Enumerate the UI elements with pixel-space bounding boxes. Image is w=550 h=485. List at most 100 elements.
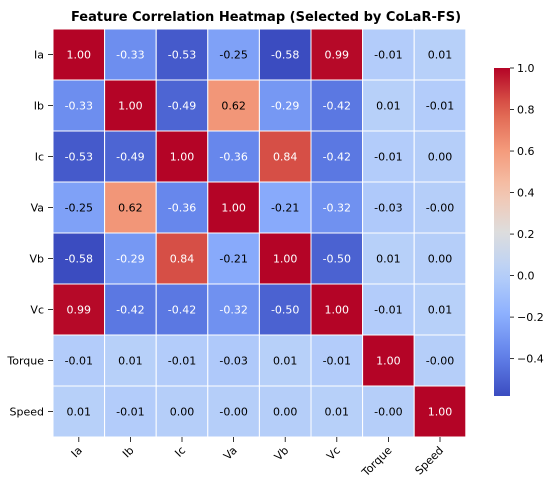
heatmap-cell-label: 0.01	[273, 355, 298, 368]
heatmap-cell-label: 0.84	[273, 151, 298, 164]
heatmap-cell	[310, 28, 364, 81]
heatmap-cell-label: 0.62	[221, 100, 246, 113]
heatmap-cell	[104, 28, 157, 81]
heatmap-cell-label: 0.01	[428, 49, 453, 62]
colorbar-tick-label: 0.0	[517, 270, 535, 283]
x-tick-label: Ia	[69, 444, 85, 460]
heatmap-cell	[258, 181, 312, 234]
heatmap-cell-label: -0.00	[374, 406, 402, 419]
heatmap-cell-label: -0.29	[116, 253, 144, 266]
heatmap-cell-label: -0.01	[323, 355, 351, 368]
colorbar: 1.0 0.8 0.6 0.4 0.2 0.0 −0.2 −0.4	[494, 62, 544, 396]
heatmap-cell	[104, 334, 157, 387]
heatmap-cell-label: 1.00	[67, 49, 92, 62]
heatmap-cell	[207, 79, 260, 132]
colorbar-tick-label: −0.4	[517, 353, 544, 366]
heatmap-cell-label: -0.58	[271, 49, 299, 62]
heatmap-cell-label: -0.01	[374, 304, 402, 317]
heatmap-cell-label: 0.62	[118, 202, 143, 215]
heatmap-cell-label: 1.00	[428, 406, 453, 419]
heatmap-cell-label: -0.42	[116, 304, 144, 317]
heatmap-cell-label: -0.25	[219, 49, 247, 62]
heatmap-cell-label: 0.00	[428, 151, 453, 164]
heatmap-cell	[362, 334, 415, 387]
y-tick-label: Speed	[10, 406, 44, 419]
y-axis-labels: Ia Ib Ic Va Vb Vc Torque Speed	[6, 49, 53, 419]
x-tick-label: Torque	[359, 444, 395, 480]
heatmap-cell	[155, 181, 209, 234]
heatmap-cell-label: -0.53	[168, 49, 196, 62]
heatmap-cell	[310, 334, 364, 387]
heatmap-cell	[155, 334, 209, 387]
heatmap-cell-label: -0.21	[219, 253, 247, 266]
heatmap-cell	[207, 130, 260, 183]
heatmap-cell	[52, 181, 106, 234]
heatmap-cell	[310, 283, 364, 336]
y-tick-label: Ic	[35, 151, 44, 164]
y-tick-label: Ib	[34, 100, 44, 113]
heatmap-cell	[413, 79, 467, 132]
heatmap-cell	[155, 130, 209, 183]
heatmap-cell-label: -0.42	[168, 304, 196, 317]
heatmap-cell	[155, 283, 209, 336]
heatmap-cell	[52, 334, 106, 387]
heatmap-cell	[258, 283, 312, 336]
heatmap-cell-label: 0.00	[428, 253, 453, 266]
y-tick-label: Vc	[30, 304, 44, 317]
heatmap-cell	[362, 181, 415, 234]
x-axis-labels: Ia Ib Ic Va Vb Vc Torque Speed	[69, 437, 446, 480]
heatmap-cell-label: -0.01	[374, 49, 402, 62]
heatmap-cell	[155, 28, 209, 81]
heatmap-cell	[155, 385, 209, 438]
heatmap-cell-label: 0.00	[170, 406, 195, 419]
colorbar-tick-label: 1.0	[517, 62, 535, 75]
heatmap-cell-label: 0.01	[325, 406, 350, 419]
heatmap-cell-label: -0.36	[168, 202, 196, 215]
heatmap-cell	[207, 232, 260, 285]
heatmap-cell-label: -0.42	[323, 151, 351, 164]
heatmap-cell-label: -0.50	[323, 253, 351, 266]
heatmap-cell-label: 0.00	[273, 406, 298, 419]
colorbar-ticks: 1.0 0.8 0.6 0.4 0.2 0.0 −0.2 −0.4	[510, 62, 544, 366]
heatmap-cell-label: -0.33	[65, 100, 93, 113]
heatmap-cell-label: -0.42	[323, 100, 351, 113]
heatmap-cell	[104, 283, 157, 336]
heatmap-cell	[413, 334, 467, 387]
heatmap-cell	[258, 385, 312, 438]
heatmap-cell-label: -0.01	[374, 151, 402, 164]
x-tick-label: Vc	[324, 444, 343, 463]
colorbar-gradient	[494, 68, 510, 396]
heatmap-cell-label: -0.36	[219, 151, 247, 164]
heatmap-cell	[413, 385, 467, 438]
heatmap-cell	[362, 130, 415, 183]
heatmap-cell-label: 0.01	[376, 100, 401, 113]
heatmap-cell-label: -0.49	[116, 151, 144, 164]
heatmap-cell-label: -0.49	[168, 100, 196, 113]
heatmap-cell	[52, 28, 106, 81]
heatmap-cell-label: -0.00	[426, 355, 454, 368]
heatmap-cell-label: 1.00	[221, 202, 246, 215]
heatmap-cell	[362, 283, 415, 336]
heatmap-cell-label: 0.01	[67, 406, 92, 419]
heatmap-cell	[362, 232, 415, 285]
heatmap-cell-label: -0.33	[116, 49, 144, 62]
heatmap-cell-label: -0.25	[65, 202, 93, 215]
heatmap-cell	[413, 283, 467, 336]
heatmap-cell-label: 1.00	[376, 355, 401, 368]
heatmap-cell-label: 1.00	[118, 100, 143, 113]
heatmap-cell-label: 0.99	[325, 49, 350, 62]
heatmap-cell-label: -0.32	[219, 304, 247, 317]
y-tick-label: Torque	[6, 355, 44, 368]
x-tick-label: Ib	[120, 444, 136, 460]
heatmap-cell-label: -0.00	[219, 406, 247, 419]
heatmap-cell-label: -0.00	[426, 202, 454, 215]
heatmap-cell-label: -0.29	[271, 100, 299, 113]
heatmap-cell	[413, 28, 467, 81]
heatmap-cell	[104, 79, 157, 132]
heatmap-cell-label: -0.21	[271, 202, 299, 215]
y-tick-label: Vb	[29, 253, 44, 266]
colorbar-tick-label: 0.4	[517, 187, 535, 200]
heatmap-cell-label: 1.00	[273, 253, 298, 266]
heatmap-cell-label: -0.01	[65, 355, 93, 368]
